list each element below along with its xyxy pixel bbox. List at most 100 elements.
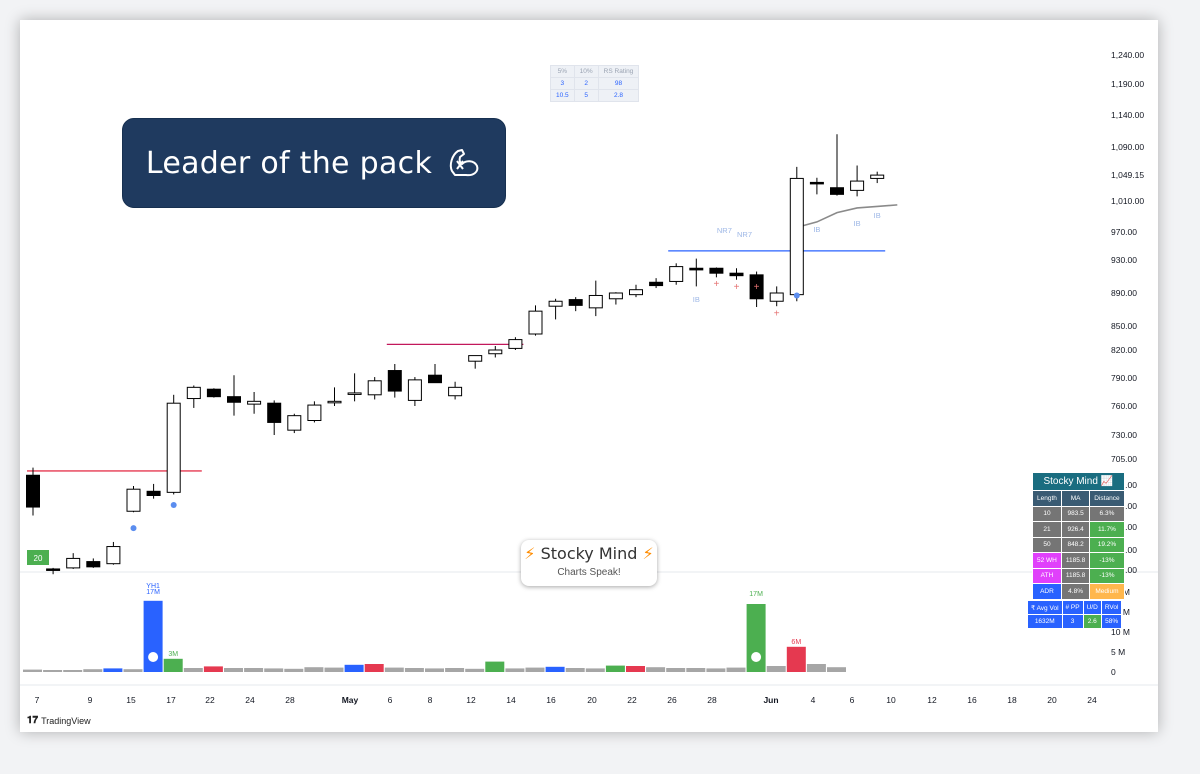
candle-body: [689, 267, 704, 271]
price-tick-label: 641.00: [1111, 522, 1137, 532]
x-tick-label: 28: [707, 695, 717, 705]
candle-body: [267, 402, 282, 423]
ma-header-cell: Distance: [1089, 490, 1125, 507]
candle-body: [629, 289, 643, 296]
candle-body: [206, 388, 221, 398]
volume-bar: [806, 664, 826, 672]
title-banner: Leader of the pack: [122, 118, 506, 208]
x-tick-label: 8: [428, 695, 433, 705]
vol-header-cell: ₹ Avg Vol: [1027, 600, 1063, 615]
volume-stats-table: ₹ Avg Vol # PP U/D RVol 1632M 3 2.6 58%: [1027, 600, 1123, 629]
rs-header-cell: 5%: [550, 65, 575, 78]
price-tick-label: 970.00: [1111, 227, 1137, 237]
candle-body: [86, 561, 101, 568]
price-tick-label: 1,010.00: [1111, 196, 1144, 206]
x-tick-label: 12: [927, 695, 937, 705]
candle-body: [709, 267, 724, 274]
volume-label: YH1: [146, 583, 160, 590]
price-tick-label: 850.00: [1111, 321, 1137, 331]
x-tick-label: 26: [667, 695, 677, 705]
volume-bar: [786, 646, 806, 672]
ma-cell: 848.2: [1060, 536, 1091, 553]
lightning-icon: ⚡: [524, 544, 536, 563]
pattern-annotation: NR7: [737, 230, 752, 239]
flexed-arm-icon: [449, 149, 479, 177]
x-tick-label: 4: [811, 695, 816, 705]
candle-body: [870, 174, 885, 179]
ma-cell: 6.3%: [1089, 505, 1125, 522]
candle-body: [186, 386, 201, 400]
signal-plus: +: [734, 282, 740, 293]
x-tick-label: 24: [1087, 695, 1097, 705]
price-tick-label: 930.00: [1111, 255, 1137, 265]
ma-header-cell: Length: [1032, 490, 1062, 507]
candle-body: [669, 266, 684, 282]
candle-body: [307, 404, 322, 422]
vol-header-cell: # PP: [1061, 600, 1084, 615]
ma-cell: 11.7%: [1089, 521, 1125, 538]
rs-header-cell: RS Rating: [597, 65, 640, 78]
volume-label: 17M: [749, 591, 763, 598]
stocky-mind-badge: ⚡ Stocky Mind ⚡ Charts Speak!: [521, 540, 657, 586]
volume-bar: [565, 668, 585, 672]
x-tick-label: 9: [88, 695, 93, 705]
volume-bar: [525, 667, 545, 672]
x-tick-label: 22: [205, 695, 215, 705]
x-tick-label: Jun: [763, 695, 778, 705]
price-tick-label: 621.00: [1111, 545, 1137, 555]
candle-body: [327, 400, 342, 404]
volume-bar: [545, 666, 565, 672]
price-tick-label: 1,090.00: [1111, 142, 1144, 152]
signal-plus: +: [774, 309, 780, 320]
volume-bar: [485, 661, 505, 672]
price-chart[interactable]: 1,240.00 1,190.00 1,140.00 1,090.00 1,049.15…: [20, 20, 1158, 732]
volume-bar: [827, 667, 846, 672]
candle-body: [367, 380, 382, 396]
vol-cell: 58%: [1100, 614, 1123, 629]
moving-average-line: [796, 204, 898, 229]
x-tick-label: 20: [587, 695, 597, 705]
volume-bar: [304, 667, 324, 672]
volume-bar: [284, 668, 304, 672]
price-tick-label: 705.00: [1111, 454, 1137, 464]
rs-cell: 3: [550, 77, 575, 90]
candle-body: [729, 272, 744, 277]
candle-body: [548, 300, 563, 307]
candle-body: [468, 355, 483, 362]
volume-bar: [686, 668, 706, 672]
tradingview-logo[interactable]: 𝟏𝟕 TradingView: [27, 715, 91, 726]
pattern-annotation: IB: [813, 225, 820, 234]
volume-tick-label: 10 M: [1111, 627, 1130, 637]
candle-body: [247, 400, 262, 405]
volume-tick-label: 0: [1111, 667, 1116, 677]
vol-cell: 2.6: [1082, 614, 1102, 629]
candle-body: [407, 379, 422, 401]
signal-plus: +: [754, 282, 760, 293]
candle-body: [528, 310, 543, 335]
candle-body: [789, 177, 804, 296]
price-tick-label: 890.00: [1111, 288, 1137, 298]
candle-body: [850, 180, 865, 191]
volume-bar: [324, 667, 344, 672]
signal-dot: [793, 292, 800, 299]
volume-bar: [445, 668, 465, 672]
x-tick-label: 20: [1047, 695, 1057, 705]
candle-body: [588, 294, 603, 309]
x-tick-label: 7: [35, 695, 40, 705]
volume-bar: [83, 669, 103, 672]
x-tick-label: 12: [466, 695, 476, 705]
candle-body: [146, 490, 161, 496]
pattern-annotation: IB: [693, 295, 700, 304]
x-tick-label: 17: [166, 695, 176, 705]
ma-cell: Medium: [1089, 583, 1125, 600]
price-tick-label: 681.00: [1111, 480, 1137, 490]
volume-bar: [43, 670, 63, 672]
candle-body: [508, 339, 523, 349]
candle-body: [347, 392, 362, 395]
lightning-icon: ⚡: [642, 544, 654, 563]
volume-bar: [626, 666, 645, 672]
brand-name: TradingView: [41, 715, 91, 726]
ma-cell: -13%: [1089, 552, 1125, 569]
volume-bar: [264, 668, 284, 672]
volume-bar: [706, 668, 726, 672]
